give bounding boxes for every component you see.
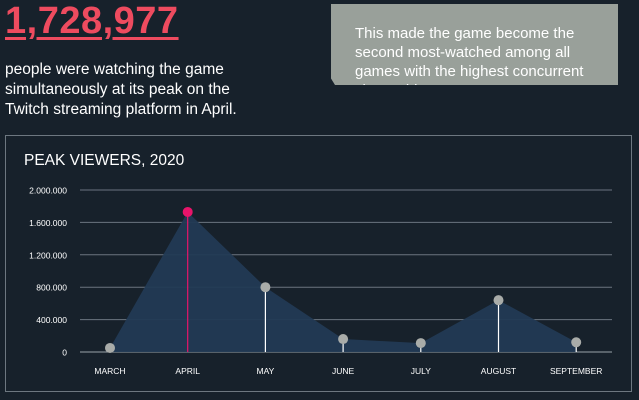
chart-panel — [5, 135, 632, 392]
callout-box: This made the game become the second mos… — [331, 4, 618, 85]
data-point-highlight — [182, 206, 193, 217]
chart-title: PEAK VIEWERS, 2020 — [24, 152, 185, 169]
headline-value: 1,728,977 — [5, 0, 179, 42]
y-tick-label: 400.000 — [36, 315, 67, 325]
y-tick-label: 2.000.000 — [29, 186, 67, 196]
x-tick-label: SEPTEMBER — [550, 366, 602, 376]
data-point — [338, 334, 349, 345]
y-tick-label: 1.600.000 — [29, 218, 67, 228]
data-point — [415, 338, 426, 349]
x-tick-label: APRIL — [175, 366, 200, 376]
x-tick-label: MAY — [257, 366, 275, 376]
x-tick-label: JULY — [411, 366, 431, 376]
area-fill — [110, 211, 577, 352]
data-point — [571, 337, 582, 348]
headline-description: people were watching the game simultaneo… — [5, 61, 237, 118]
x-tick-label: MARCH — [94, 366, 125, 376]
data-point — [493, 295, 504, 306]
x-tick-label: AUGUST — [481, 366, 516, 376]
x-tick-label: JUNE — [332, 366, 355, 376]
data-point — [105, 342, 115, 353]
y-tick-label: 0 — [62, 348, 67, 358]
y-tick-label: 800.000 — [36, 283, 67, 293]
data-point — [260, 282, 271, 293]
y-tick-label: 1.200.000 — [29, 250, 67, 260]
